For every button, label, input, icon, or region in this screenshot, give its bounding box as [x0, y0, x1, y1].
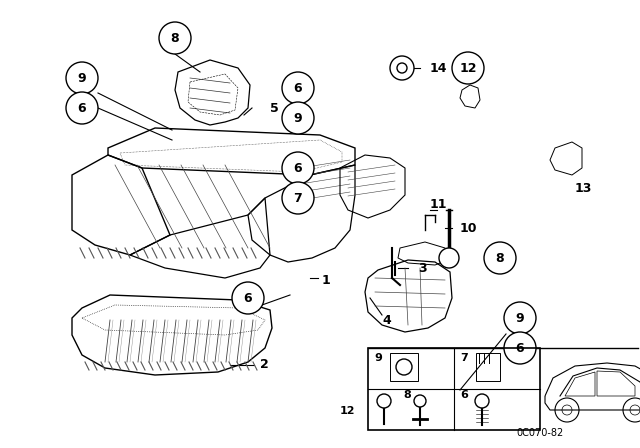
Text: 0C070-82: 0C070-82 [516, 428, 564, 438]
Text: 6: 6 [516, 341, 524, 354]
Text: 9: 9 [77, 72, 86, 85]
Text: 5: 5 [270, 102, 279, 115]
Bar [476, 353, 500, 381]
Text: 6: 6 [294, 82, 302, 95]
Circle shape [484, 242, 516, 274]
Text: 3: 3 [418, 262, 427, 275]
Text: 8: 8 [403, 390, 411, 400]
Text: 9: 9 [516, 311, 524, 324]
Circle shape [623, 398, 640, 422]
Circle shape [414, 395, 426, 407]
Text: 6: 6 [77, 102, 86, 115]
Circle shape [282, 182, 314, 214]
Text: 9: 9 [374, 353, 382, 363]
Bar [390, 353, 418, 381]
Circle shape [66, 92, 98, 124]
Text: 14: 14 [430, 61, 447, 74]
Circle shape [282, 102, 314, 134]
Circle shape [562, 405, 572, 415]
Text: 7: 7 [460, 353, 468, 363]
Circle shape [630, 405, 640, 415]
Circle shape [396, 359, 412, 375]
Text: 12: 12 [340, 406, 355, 416]
Circle shape [475, 394, 489, 408]
Circle shape [439, 248, 459, 268]
Circle shape [159, 22, 191, 54]
Text: 11: 11 [430, 198, 447, 211]
Text: 10: 10 [460, 221, 477, 234]
Circle shape [555, 398, 579, 422]
Circle shape [397, 63, 407, 73]
Circle shape [377, 394, 391, 408]
Text: 8: 8 [496, 251, 504, 264]
Text: 13: 13 [575, 181, 593, 194]
Text: 7: 7 [294, 191, 302, 204]
Text: 6: 6 [460, 390, 468, 400]
Circle shape [452, 52, 484, 84]
Circle shape [504, 332, 536, 364]
Text: 6: 6 [294, 161, 302, 175]
Text: 2: 2 [260, 358, 269, 371]
Circle shape [390, 56, 414, 80]
Text: 12: 12 [460, 61, 477, 74]
Text: 9: 9 [294, 112, 302, 125]
Text: 6: 6 [244, 292, 252, 305]
Circle shape [504, 302, 536, 334]
Text: 4: 4 [382, 314, 391, 327]
Circle shape [66, 62, 98, 94]
Circle shape [282, 72, 314, 104]
Circle shape [232, 282, 264, 314]
Bar [368, 348, 540, 430]
Text: 8: 8 [171, 31, 179, 44]
Text: 1: 1 [322, 273, 331, 287]
Circle shape [282, 152, 314, 184]
